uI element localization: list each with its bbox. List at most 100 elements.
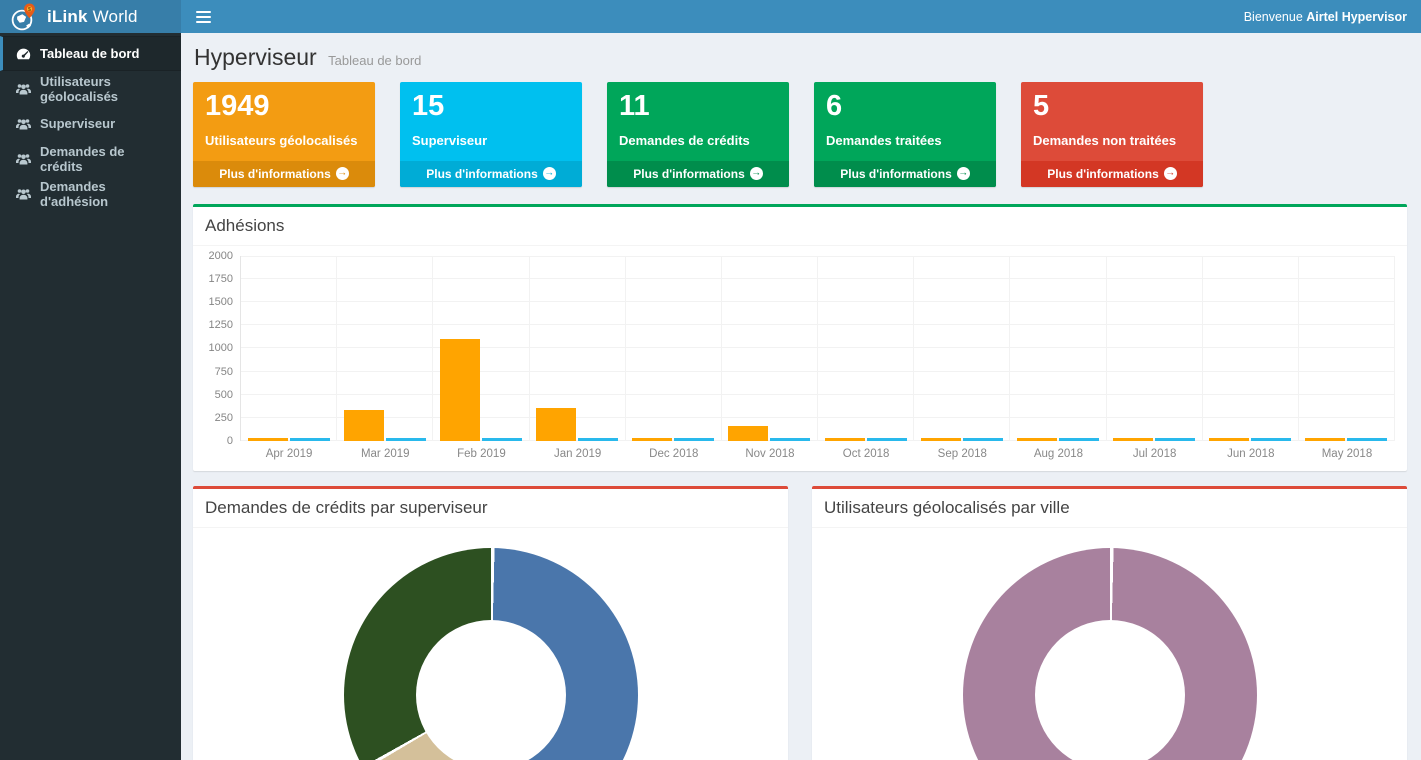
adhesions-plot bbox=[240, 255, 1396, 441]
bar-series-blue bbox=[1155, 437, 1196, 441]
y-tick-label: 2000 bbox=[208, 249, 233, 262]
y-tick-label: 750 bbox=[214, 365, 233, 378]
arrow-circle-right-icon: → bbox=[542, 167, 556, 181]
stat-box-demandes-credits: 11 Demandes de crédits Plus d'informatio… bbox=[607, 82, 789, 187]
bar-series-orange bbox=[1113, 437, 1154, 441]
sidebar-menu: Tableau de bord Utilisateurs géolocalisé… bbox=[0, 36, 181, 211]
users-icon bbox=[15, 187, 31, 200]
cities-donut-chart bbox=[962, 547, 1257, 760]
adhesions-y-axis: 0 250 500 750 1000 1250 1500 1750 2000 bbox=[205, 250, 240, 447]
bar-series-blue bbox=[962, 437, 1003, 441]
svg-text:$: $ bbox=[28, 6, 31, 12]
sidebar-item-label: Tableau de bord bbox=[40, 46, 140, 61]
stat-label: Demandes traitées bbox=[826, 132, 942, 148]
x-tick-label: Nov 2018 bbox=[745, 447, 795, 460]
stat-value: 15 bbox=[412, 90, 445, 122]
gridline bbox=[241, 416, 1395, 418]
sidebar-item-label: Demandes de crédits bbox=[40, 143, 125, 174]
sidebar: Tableau de bord Utilisateurs géolocalisé… bbox=[0, 33, 181, 760]
y-tick-label: 0 bbox=[226, 434, 233, 447]
box-utilisateurs-par-ville: Utilisateurs géolocalisés par ville bbox=[812, 485, 1407, 760]
y-tick-label: 500 bbox=[214, 388, 233, 401]
x-tick-label: Feb 2019 bbox=[457, 447, 506, 460]
more-info-link[interactable]: Plus d'informations → bbox=[193, 160, 375, 187]
bar-series-blue bbox=[770, 437, 811, 441]
bar-series-blue bbox=[1347, 437, 1388, 441]
bar-series-blue bbox=[1058, 437, 1099, 441]
x-tick-label: Dec 2018 bbox=[649, 447, 699, 460]
credits-donut-chart bbox=[343, 547, 638, 760]
content-area: Hyperviseur Tableau de bord 1949 Utilisa… bbox=[181, 33, 1421, 760]
sidebar-item-demandes-de-credits[interactable]: Demandes de crédits bbox=[0, 141, 181, 176]
bar-series-blue bbox=[578, 437, 619, 441]
stat-box-superviseur: 15 Superviseur Plus d'informations → bbox=[400, 82, 582, 187]
sidebar-item-utilisateurs-geolocalises[interactable]: Utilisateurs géolocalisés bbox=[0, 71, 181, 106]
page-header: Hyperviseur Tableau de bord bbox=[194, 44, 1407, 71]
more-info-link[interactable]: Plus d'informations → bbox=[607, 160, 789, 187]
sidebar-item-label: Utilisateurs géolocalisés bbox=[40, 73, 119, 104]
stat-value: 5 bbox=[1033, 90, 1050, 122]
stat-label: Superviseur bbox=[412, 132, 488, 148]
x-tick-label: Oct 2018 bbox=[842, 447, 890, 460]
sidebar-item-superviseur[interactable]: Superviseur bbox=[0, 106, 181, 141]
page-subtitle: Tableau de bord bbox=[328, 53, 422, 68]
user-name: Airtel Hypervisor bbox=[1306, 9, 1407, 24]
globe-pin-icon: $ bbox=[10, 2, 37, 32]
arrow-circle-right-icon: → bbox=[1163, 167, 1177, 181]
gridline bbox=[241, 347, 1395, 349]
bar-series-orange bbox=[1209, 437, 1250, 441]
users-icon bbox=[15, 82, 31, 95]
bar-series-orange bbox=[824, 437, 865, 441]
box-title-cities: Utilisateurs géolocalisés par ville bbox=[812, 489, 1407, 528]
bar-group bbox=[1203, 255, 1299, 441]
bar-group bbox=[337, 255, 434, 441]
x-tick-label: Apr 2019 bbox=[265, 447, 313, 460]
gridline bbox=[241, 278, 1395, 280]
y-tick-label: 250 bbox=[214, 411, 233, 424]
bar-series-orange bbox=[1016, 437, 1057, 441]
bar-group bbox=[1107, 255, 1203, 441]
top-header: $ iLink World Bienvenue Airtel Hyperviso… bbox=[0, 0, 1421, 33]
bar-group bbox=[1299, 255, 1396, 441]
arrow-circle-right-icon: → bbox=[749, 167, 763, 181]
donut-row: Demandes de crédits par superviseur Util… bbox=[193, 485, 1407, 760]
stat-value: 1949 bbox=[205, 90, 270, 122]
stat-box-row: 1949 Utilisateurs géolocalisés Plus d'in… bbox=[193, 82, 1407, 187]
more-info-link[interactable]: Plus d'informations → bbox=[1021, 160, 1203, 187]
y-tick-label: 1250 bbox=[208, 319, 233, 332]
box-title-credits: Demandes de crédits par superviseur bbox=[193, 489, 788, 528]
sidebar-item-tableau-de-bord[interactable]: Tableau de bord bbox=[0, 36, 181, 71]
more-info-link[interactable]: Plus d'informations → bbox=[400, 160, 582, 187]
gridline bbox=[241, 370, 1395, 372]
x-tick-label: Sep 2018 bbox=[937, 447, 987, 460]
stat-box-demandes-traitees: 6 Demandes traitées Plus d'informations … bbox=[814, 82, 996, 187]
x-tick-label: Aug 2018 bbox=[1033, 447, 1084, 460]
navbar: Bienvenue Airtel Hypervisor bbox=[181, 0, 1421, 33]
gridline bbox=[241, 393, 1395, 395]
bar-group bbox=[241, 255, 338, 441]
users-icon bbox=[15, 152, 31, 165]
x-tick-label: Mar 2019 bbox=[360, 447, 410, 460]
more-info-link[interactable]: Plus d'informations → bbox=[814, 160, 996, 187]
bar-series-blue bbox=[1251, 437, 1292, 441]
y-tick-label: 1750 bbox=[208, 273, 233, 286]
x-tick-label: Jan 2019 bbox=[553, 447, 602, 460]
stat-label: Demandes non traitées bbox=[1033, 132, 1177, 148]
dashboard-icon bbox=[15, 47, 31, 60]
stat-box-demandes-non-traitees: 5 Demandes non traitées Plus d'informati… bbox=[1021, 82, 1203, 187]
sidebar-item-label: Demandes d'adhésion bbox=[40, 178, 109, 209]
stat-box-utilisateurs: 1949 Utilisateurs géolocalisés Plus d'in… bbox=[193, 82, 375, 187]
brand-name: iLink World bbox=[47, 6, 138, 26]
sidebar-item-demandes-adhesion[interactable]: Demandes d'adhésion bbox=[0, 176, 181, 211]
adhesions-x-axis: Apr 2019 Mar 2019 Feb 2019 Jan 2019 Dec 2018… bbox=[241, 441, 1395, 460]
bar-group bbox=[722, 255, 819, 441]
bar-series-blue bbox=[674, 437, 715, 441]
bar-series-orange bbox=[728, 425, 769, 441]
sidebar-item-label: Superviseur bbox=[40, 116, 116, 131]
bar-series-orange bbox=[439, 338, 480, 441]
box-adhesions: Adhésions 0 250 500 750 1000 1250 1500 1750 2000… bbox=[193, 203, 1407, 471]
adhesions-groups bbox=[241, 255, 1396, 441]
hamburger-icon[interactable] bbox=[191, 5, 216, 29]
gridline bbox=[241, 301, 1395, 303]
brand-logo[interactable]: $ iLink World bbox=[0, 0, 181, 33]
